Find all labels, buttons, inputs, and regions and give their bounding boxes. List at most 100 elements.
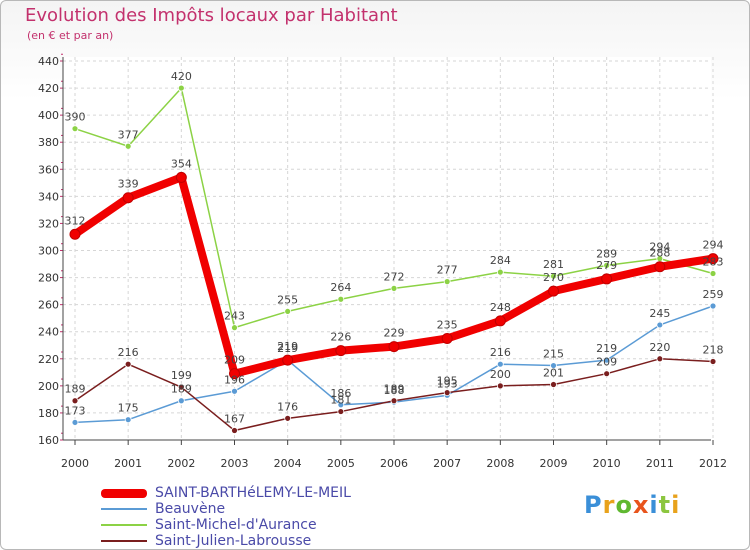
y-tick-label: 180 — [38, 407, 59, 420]
data-label: 215 — [543, 348, 564, 361]
x-tick-label: 2003 — [221, 457, 249, 470]
data-label: 189 — [171, 383, 192, 396]
logo-letter: i — [671, 491, 681, 519]
data-label: 235 — [437, 318, 458, 331]
data-point — [654, 261, 666, 273]
y-tick-label: 240 — [38, 326, 59, 339]
data-label: 294 — [703, 239, 724, 252]
data-label: 229 — [384, 327, 405, 340]
data-point — [175, 171, 187, 183]
y-tick-label: 300 — [38, 245, 59, 258]
x-tick-label: 2007 — [433, 457, 461, 470]
data-label: 175 — [118, 402, 139, 415]
data-label: 259 — [703, 288, 724, 301]
data-label: 377 — [118, 128, 139, 141]
data-point — [443, 389, 451, 397]
data-label: 218 — [703, 343, 724, 356]
data-label: 196 — [224, 373, 245, 386]
data-point — [656, 321, 664, 329]
data-point — [707, 253, 719, 265]
axes: 160 180 200 220 240 260 280 300 320 340 360 380 400 4… — [38, 53, 727, 470]
x-tick-label: 2000 — [61, 457, 89, 470]
y-tick-label: 260 — [38, 299, 59, 312]
data-label: 284 — [490, 254, 511, 267]
data-point — [603, 356, 611, 364]
legend-label: Saint-Julien-Labrousse — [155, 533, 312, 549]
data-label: 220 — [649, 341, 670, 354]
data-label: 243 — [224, 310, 245, 323]
data-label: 201 — [543, 367, 564, 380]
data-label: 264 — [330, 281, 351, 294]
plot-area — [63, 57, 711, 440]
data-label: 195 — [437, 375, 458, 388]
x-tick-label: 2012 — [699, 457, 727, 470]
data-point — [337, 408, 345, 415]
logo-letter: P — [584, 491, 603, 519]
data-point — [124, 416, 132, 424]
data-point — [550, 381, 557, 388]
data-label: 255 — [277, 293, 298, 306]
y-tick-label: 420 — [38, 82, 59, 95]
logo-letter: o — [615, 491, 633, 519]
grid — [63, 57, 714, 441]
data-point — [124, 142, 132, 150]
data-point — [441, 332, 453, 344]
data-point — [603, 261, 611, 269]
data-point — [177, 397, 185, 405]
legend-swatch — [101, 508, 147, 510]
data-label: 312 — [65, 214, 86, 227]
data-point — [709, 302, 717, 310]
chart-subtitle: (en € et par an) — [27, 29, 114, 42]
data-label: 219 — [277, 342, 298, 355]
data-label: 181 — [330, 394, 351, 407]
data-point — [548, 285, 559, 297]
data-label: 173 — [65, 404, 86, 417]
data-point — [603, 370, 611, 378]
data-point — [550, 362, 557, 369]
x-tick-label: 2011 — [646, 457, 674, 470]
x-tick-label: 2006 — [380, 457, 408, 470]
data-point — [177, 383, 185, 391]
data-label: 281 — [543, 258, 564, 271]
legend-swatch — [101, 488, 147, 498]
data-label: 277 — [437, 264, 458, 277]
data-label: 189 — [384, 383, 405, 396]
data-point — [124, 360, 132, 368]
data-point — [177, 84, 185, 92]
data-point — [282, 354, 294, 366]
data-point — [71, 397, 79, 405]
data-label: 186 — [330, 387, 351, 400]
x-tick-label: 2009 — [540, 457, 568, 470]
data-point — [390, 397, 398, 405]
data-label: 189 — [65, 383, 86, 396]
data-point — [443, 278, 451, 286]
data-label: 390 — [65, 111, 86, 124]
data-point — [496, 382, 504, 390]
proxiti-logo: Proxiti — [584, 491, 680, 519]
data-label: 420 — [171, 70, 192, 83]
y-tick-label: 440 — [38, 55, 59, 68]
x-tick-label: 2002 — [167, 457, 195, 470]
data-point — [284, 308, 292, 315]
x-tick-label: 2001 — [114, 457, 142, 470]
data-point — [71, 125, 79, 133]
y-tick-label: 380 — [38, 136, 59, 149]
x-tick-label: 2008 — [486, 457, 514, 470]
data-label: 283 — [703, 256, 724, 269]
data-label: 167 — [224, 413, 245, 426]
x-tick-label: 2004 — [274, 457, 302, 470]
legend-swatch — [101, 540, 147, 542]
y-tick-label: 340 — [38, 190, 59, 203]
data-label: 219 — [277, 340, 298, 353]
data-point — [229, 368, 240, 380]
logo-letter: r — [602, 491, 616, 519]
data-label: 279 — [596, 259, 617, 272]
data-point — [71, 419, 79, 426]
chart-title: Evolution des Impôts locaux par Habitant — [25, 5, 398, 26]
data-label: 270 — [543, 271, 564, 284]
legend-label: SAINT-BARTHéLEMY-LE-MEIL — [155, 485, 351, 501]
data-label: 216 — [118, 346, 139, 359]
data-label: 209 — [596, 356, 617, 369]
